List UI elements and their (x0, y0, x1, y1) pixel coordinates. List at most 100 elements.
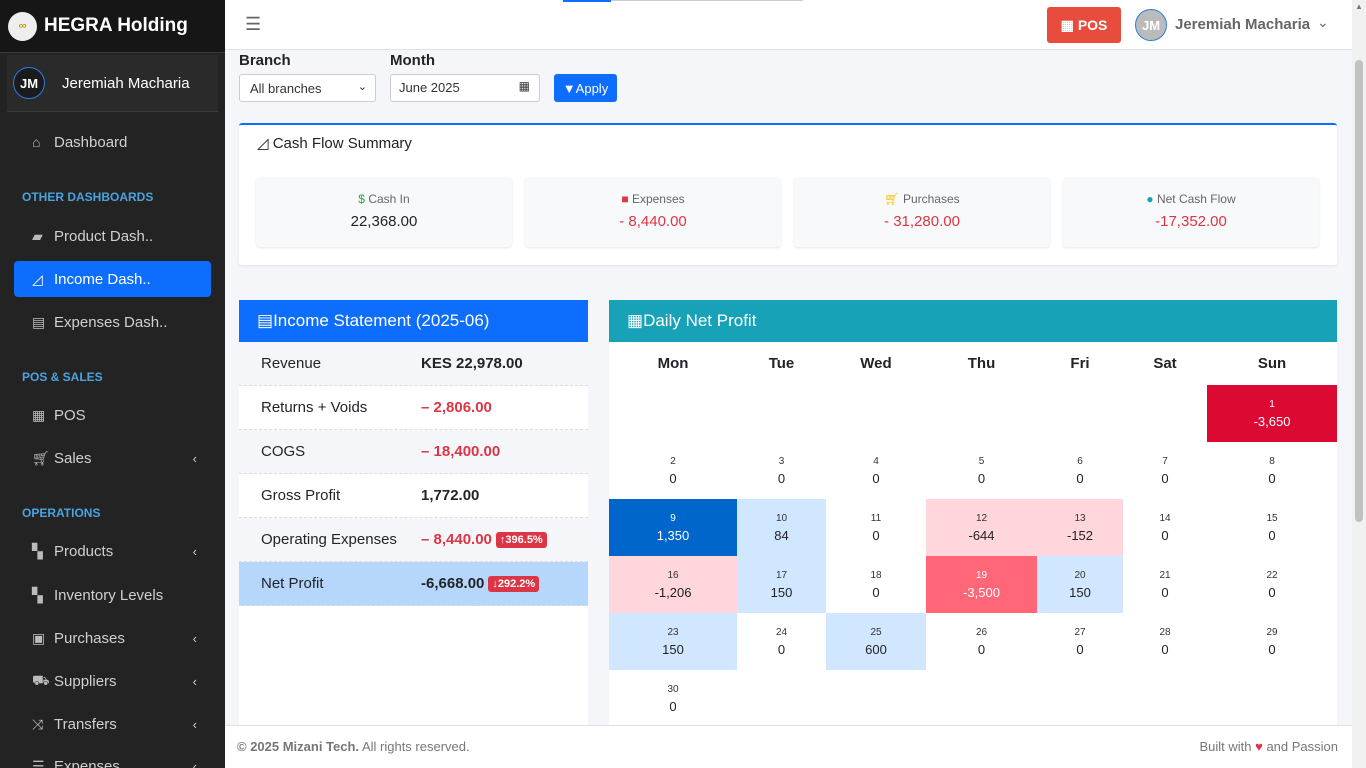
scrollbar[interactable]: ▲ (1352, 0, 1366, 768)
calendar-day[interactable]: 22 0 (1207, 556, 1337, 613)
income-row: Operating Expenses – 8,440.00 ↑396.5% (239, 518, 588, 562)
day-value: 0 (977, 641, 986, 657)
brand-name: HEGRA Holding (44, 15, 188, 36)
sidebar-item-inventory-levels[interactable]: ▚ Inventory Levels (14, 577, 211, 613)
sidebar-item-expenses[interactable]: ☰ Expenses ‹ (14, 748, 211, 768)
calendar-day[interactable]: 23 150 (609, 613, 737, 670)
row-value: – 2,806.00 (421, 399, 492, 416)
calendar-day[interactable]: 11 0 (826, 499, 926, 556)
calendar-week: 30 0 (609, 670, 1337, 725)
sidebar-item-dashboard[interactable]: ⌂ Dashboard (14, 124, 211, 160)
calendar-day[interactable]: 17 150 (737, 556, 826, 613)
scrollbar-thumb[interactable] (1355, 60, 1363, 522)
apply-button[interactable]: ▼ Apply (554, 74, 617, 102)
pos-button[interactable]: ▦ POS (1047, 7, 1121, 43)
day-value: 0 (669, 470, 677, 486)
day-number: 8 (1269, 455, 1275, 467)
row-value: KES 22,978.00 (421, 355, 523, 372)
calendar-day[interactable]: 10 84 (737, 499, 826, 556)
day-value: 0 (1268, 527, 1276, 543)
calendar-empty-cell (1037, 385, 1123, 442)
avatar[interactable]: JM (1135, 9, 1167, 41)
calendar-day[interactable]: 21 0 (1123, 556, 1207, 613)
value-text: 1,772.00 (421, 487, 480, 504)
user-menu[interactable]: Jeremiah Macharia (1175, 16, 1311, 33)
calendar-grid: Mon Tue Wed Thu Fri Sat Sun 1 -3,650 2 0 3 0 4 0 5 0 6 0 7… (609, 342, 1337, 725)
day-number: 13 (1074, 512, 1086, 524)
day-value: 0 (1268, 641, 1276, 657)
calendar-day[interactable]: 1 -3,650 (1207, 385, 1337, 442)
day-number: 23 (667, 626, 679, 638)
calendar-day[interactable]: 20 150 (1037, 556, 1123, 613)
day-number: 6 (1077, 455, 1083, 467)
sidebar-item-sales[interactable]: 🛒︎ Sales ‹ (14, 440, 211, 476)
day-value: 150 (1069, 584, 1091, 600)
branch-select[interactable]: All branches ⌄ (239, 74, 376, 102)
calendar-day[interactable]: 12 -644 (926, 499, 1037, 556)
brand[interactable]: ∞ HEGRA Holding (0, 0, 225, 53)
box-icon: ▰ (32, 227, 43, 244)
day-number: 25 (870, 626, 882, 638)
sidebar-item-pos[interactable]: ▦ POS (14, 397, 211, 433)
calendar-day[interactable]: 29 0 (1207, 613, 1337, 670)
day-number: 26 (975, 626, 988, 638)
sidebar-item-expenses-dash[interactable]: ▤ Expenses Dash.. (14, 304, 211, 340)
calendar-day[interactable]: 18 0 (826, 556, 926, 613)
menu-toggle-icon[interactable]: ☰ (245, 14, 262, 34)
chart-area-icon: ◿ (257, 135, 269, 152)
sidebar-user[interactable]: JM Jeremiah Macharia (7, 55, 218, 112)
month-input[interactable]: June 2025 ▦ (390, 74, 540, 102)
badge-text: 396.5% (505, 533, 543, 546)
scroll-up-icon[interactable]: ▲ (1355, 2, 1363, 11)
calendar-day[interactable]: 14 0 (1123, 499, 1207, 556)
calendar-day[interactable]: 24 0 (737, 613, 826, 670)
day-value: 0 (872, 527, 880, 543)
calendar-day[interactable]: 13 -152 (1037, 499, 1123, 556)
calendar-day[interactable]: 26 0 (926, 613, 1037, 670)
calendar-icon: ▦ (627, 311, 644, 330)
passion-text: and Passion (1266, 739, 1338, 754)
calendar-day[interactable]: 16 -1,206 (609, 556, 737, 613)
sidebar-item-product-dash[interactable]: ▰ Product Dash.. (14, 218, 211, 254)
calendar-icon[interactable]: ▦ (518, 79, 530, 93)
row-label: Revenue (261, 355, 322, 372)
calendar-day[interactable]: 28 0 (1123, 613, 1207, 670)
copyright: © 2025 Mizani Tech. (237, 739, 360, 754)
row-label: Operating Expenses (261, 531, 397, 548)
calendar-day[interactable]: 30 0 (609, 670, 737, 725)
sidebar-item-purchases[interactable]: ▣ Purchases ‹ (14, 620, 211, 656)
calendar-day[interactable]: 15 0 (1207, 499, 1337, 556)
sidebar-item-income-dash[interactable]: ◿ Income Dash.. (14, 261, 211, 297)
branch-label: Branch (239, 52, 291, 69)
chevron-down-icon[interactable]: ⌄ (1317, 14, 1329, 30)
sidebar-item-suppliers[interactable]: ⛟ Suppliers ‹ (14, 663, 211, 699)
day-number: 30 (667, 683, 679, 695)
day-value: -644 (968, 527, 995, 543)
sidebar-item-transfers[interactable]: ⤨ Transfers ‹ (14, 706, 211, 742)
day-number: 20 (1074, 569, 1086, 581)
apply-label: Apply (575, 80, 609, 96)
calendar-day[interactable]: 27 0 (1037, 613, 1123, 670)
month-label: Month (390, 52, 435, 69)
sidebar-item-products[interactable]: ▚ Products ‹ (14, 533, 211, 569)
card-header: ▦Daily Net Profit (609, 300, 1337, 342)
row-label: Gross Profit (261, 487, 341, 504)
calendar-day[interactable]: 25 600 (826, 613, 926, 670)
row-label: COGS (261, 443, 306, 460)
calendar-week: 23 150 24 0 25 600 26 0 27 0 28 0 29 0 (609, 613, 1337, 670)
change-badge: ↓292.2% (488, 575, 540, 592)
calendar-week: 1 -3,650 (609, 385, 1337, 442)
calendar-day[interactable]: 19 -3,500 (926, 556, 1037, 613)
calendar-day[interactable]: 9 1,350 (609, 499, 737, 556)
income-row: Revenue KES 22,978.00 (239, 342, 588, 386)
row-value: – 8,440.00 ↑396.5% (421, 531, 547, 548)
day-number: 22 (1266, 569, 1278, 581)
day-number: 19 (975, 569, 988, 581)
